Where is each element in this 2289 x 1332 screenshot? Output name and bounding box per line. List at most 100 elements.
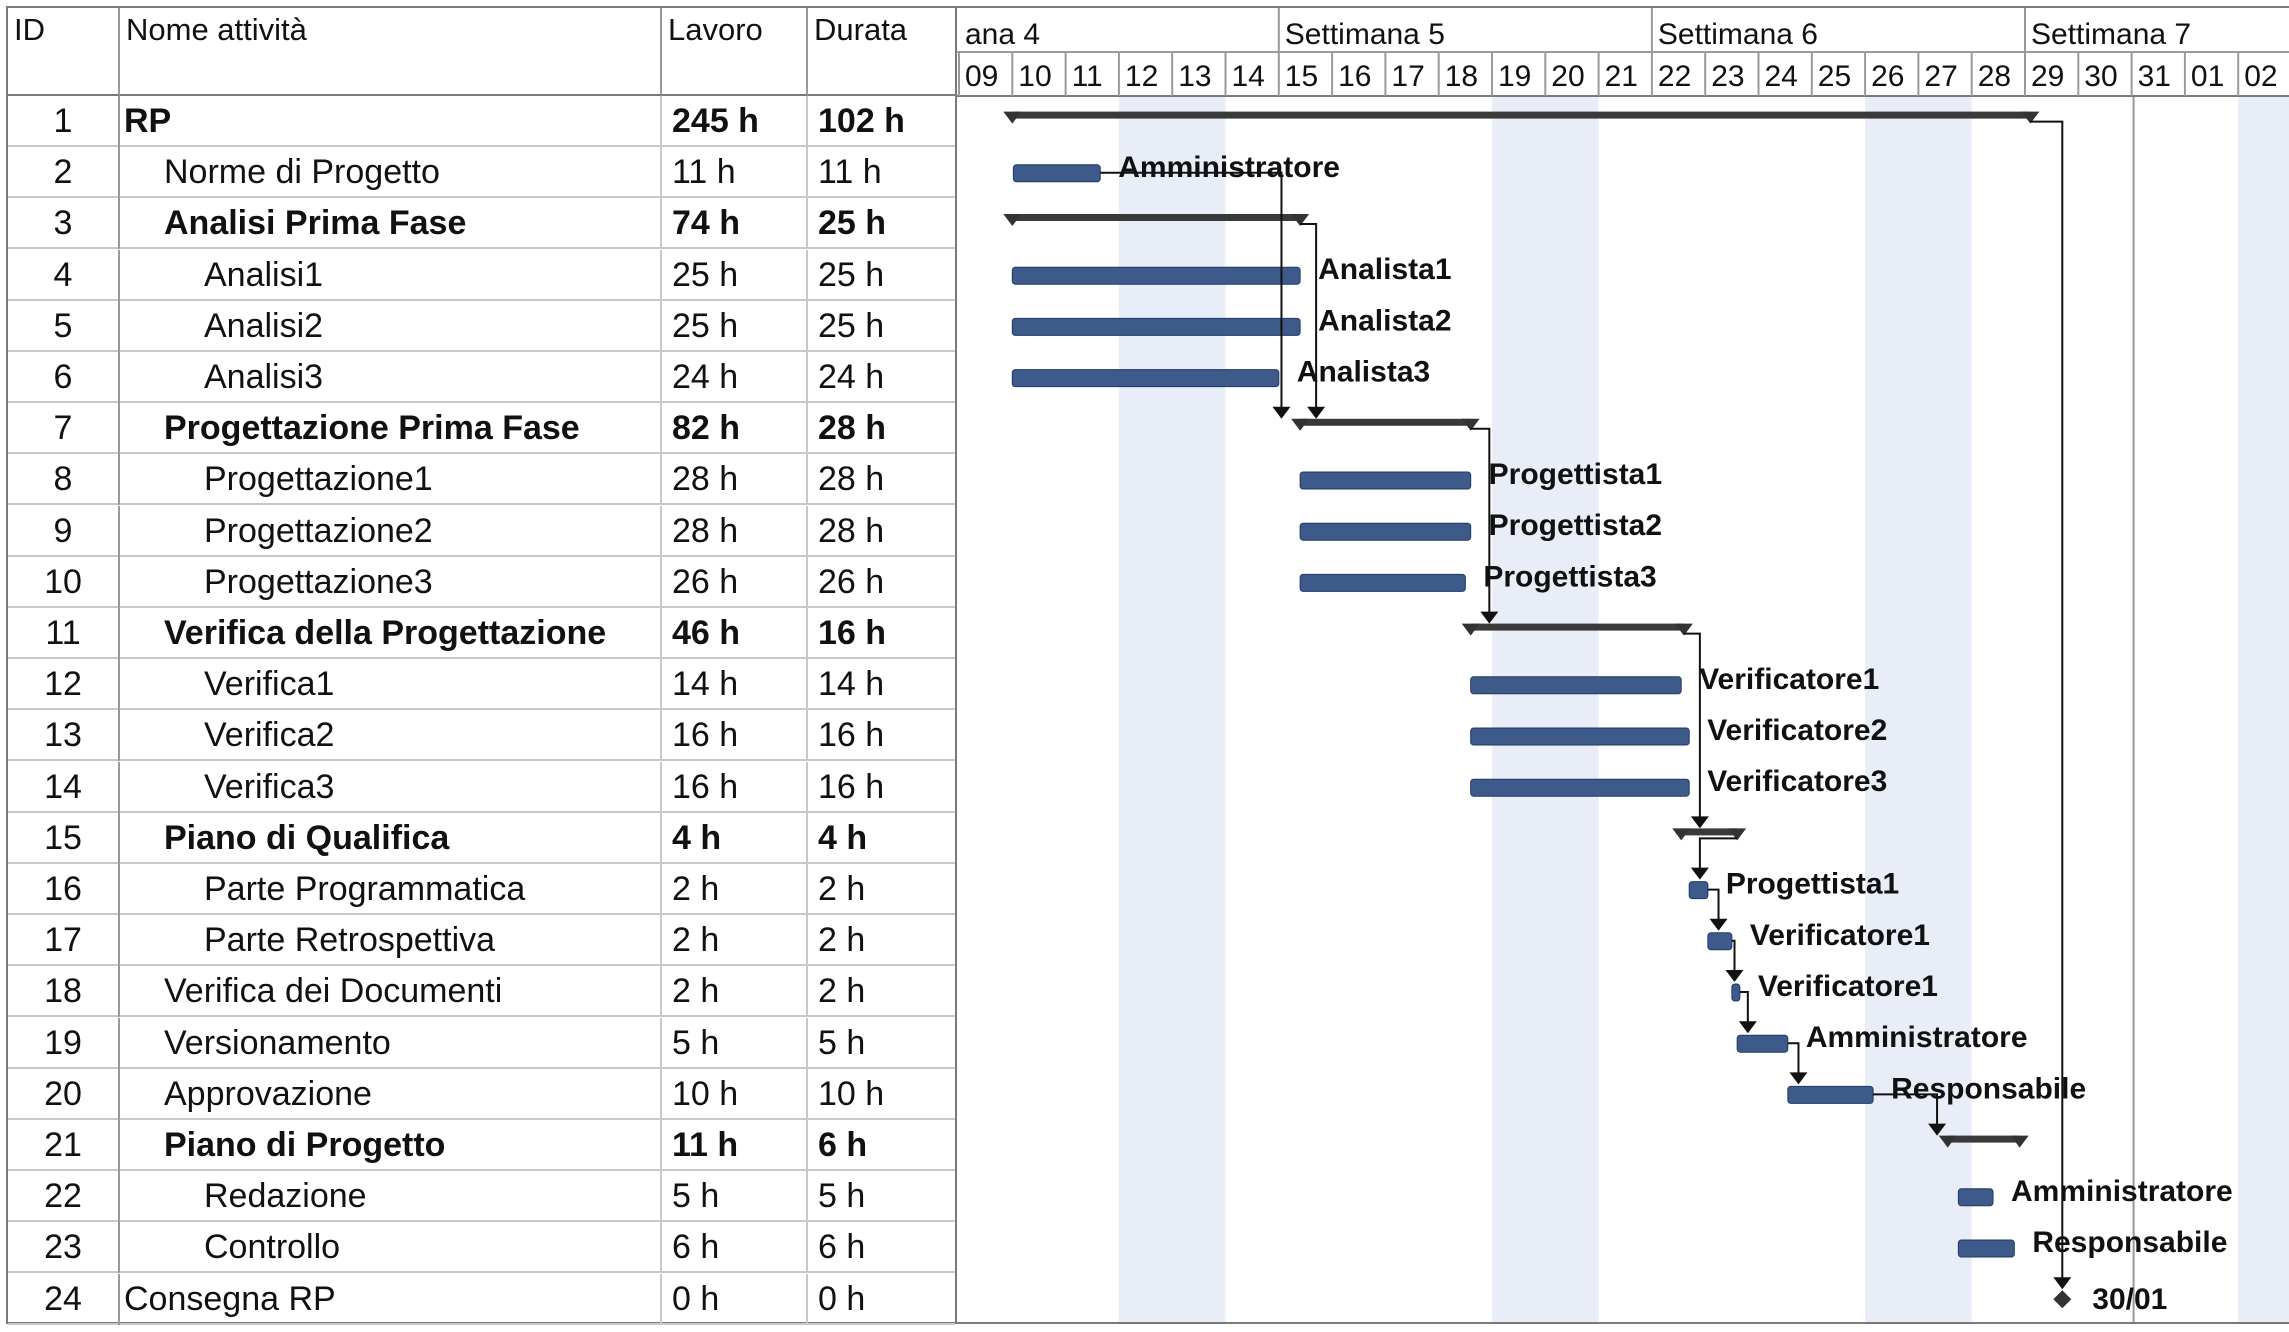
- task-work-cell[interactable]: 82 h: [662, 403, 808, 455]
- task-row[interactable]: 14 Verifica3 16 h 16 h: [8, 761, 955, 813]
- column-header-id[interactable]: ID: [8, 8, 120, 96]
- task-work-cell[interactable]: 4 h: [662, 812, 808, 864]
- task-work-cell[interactable]: 11 h: [662, 147, 808, 199]
- task-row[interactable]: 8 Progettazione1 28 h 28 h: [8, 454, 955, 506]
- task-row[interactable]: 3 Analisi Prima Fase 74 h 25 h: [8, 198, 955, 250]
- task-work-cell[interactable]: 5 h: [662, 1171, 808, 1223]
- task-id-cell[interactable]: 14: [8, 761, 120, 813]
- task-row[interactable]: 7 Progettazione Prima Fase 82 h 28 h: [8, 403, 955, 455]
- task-name-cell[interactable]: Verifica3: [120, 761, 662, 813]
- column-header-name[interactable]: Nome attività: [120, 8, 662, 96]
- task-work-cell[interactable]: 24 h: [662, 352, 808, 403]
- task-id-cell[interactable]: 11: [8, 608, 120, 659]
- task-row[interactable]: 9 Progettazione2 28 h 28 h: [8, 505, 955, 557]
- task-row[interactable]: 10 Progettazione3 26 h 26 h: [8, 556, 955, 608]
- task-row[interactable]: 5 Analisi2 25 h 25 h: [8, 300, 955, 352]
- task-duration-cell[interactable]: 10 h: [818, 1074, 885, 1113]
- task-id-cell[interactable]: 9: [8, 505, 120, 557]
- task-duration-cell[interactable]: 11 h: [818, 153, 882, 192]
- task-work-cell[interactable]: 5 h: [662, 1017, 808, 1069]
- task-id-cell[interactable]: 23: [8, 1222, 120, 1274]
- task-work-cell[interactable]: 10 h: [662, 1068, 808, 1120]
- task-row[interactable]: 13 Verifica2 16 h 16 h: [8, 710, 955, 762]
- task-duration-cell[interactable]: 14 h: [818, 665, 885, 704]
- task-row[interactable]: 12 Verifica1 14 h 14 h: [8, 659, 955, 711]
- task-work-cell[interactable]: 11 h: [662, 1120, 808, 1171]
- task-id-cell[interactable]: 21: [8, 1120, 120, 1171]
- task-row[interactable]: 20 Approvazione 10 h 10 h: [8, 1068, 955, 1120]
- task-name-cell[interactable]: Parte Programmatica: [120, 864, 662, 915]
- task-id-cell[interactable]: 13: [8, 710, 120, 762]
- task-duration-cell[interactable]: 26 h: [818, 562, 885, 601]
- task-id-cell[interactable]: 1: [8, 96, 120, 147]
- task-row[interactable]: 6 Analisi3 24 h 24 h: [8, 352, 955, 403]
- task-work-cell[interactable]: 6 h: [662, 1222, 808, 1274]
- task-name-cell[interactable]: Analisi Prima Fase: [120, 198, 662, 250]
- task-duration-cell[interactable]: 28 h: [818, 409, 887, 448]
- task-duration-cell[interactable]: 16 h: [818, 716, 885, 755]
- task-id-cell[interactable]: 22: [8, 1171, 120, 1223]
- task-duration-cell[interactable]: 102 h: [818, 102, 905, 140]
- task-duration-cell[interactable]: 16 h: [818, 614, 887, 652]
- task-name-cell[interactable]: Verifica1: [120, 659, 662, 711]
- task-name-cell[interactable]: Piano di Qualifica: [120, 812, 662, 864]
- task-duration-cell[interactable]: 2 h: [818, 870, 866, 908]
- column-header-duration[interactable]: Durata: [808, 8, 955, 96]
- task-row[interactable]: 1 RP 245 h 102 h: [8, 96, 955, 147]
- task-duration-cell[interactable]: 5 h: [818, 1177, 866, 1216]
- task-name-cell[interactable]: RP: [120, 96, 662, 147]
- task-id-cell[interactable]: 5: [8, 300, 120, 352]
- task-id-cell[interactable]: 15: [8, 812, 120, 864]
- task-work-cell[interactable]: 16 h: [662, 761, 808, 813]
- task-name-cell[interactable]: Progettazione Prima Fase: [120, 403, 662, 455]
- task-id-cell[interactable]: 10: [8, 556, 120, 608]
- task-name-cell[interactable]: Versionamento: [120, 1017, 662, 1069]
- task-work-cell[interactable]: 16 h: [662, 710, 808, 762]
- task-id-cell[interactable]: 18: [8, 966, 120, 1018]
- task-id-cell[interactable]: 17: [8, 915, 120, 967]
- task-name-cell[interactable]: Verifica della Progettazione: [120, 608, 662, 659]
- task-id-cell[interactable]: 7: [8, 403, 120, 455]
- task-id-cell[interactable]: 2: [8, 147, 120, 199]
- task-name-cell[interactable]: Controllo: [120, 1222, 662, 1274]
- task-row[interactable]: 21 Piano di Progetto 11 h 6 h: [8, 1120, 955, 1171]
- task-row[interactable]: 4 Analisi1 25 h 25 h: [8, 249, 955, 301]
- task-id-cell[interactable]: 6: [8, 352, 120, 403]
- task-duration-cell[interactable]: 5 h: [818, 1023, 866, 1062]
- task-id-cell[interactable]: 8: [8, 454, 120, 506]
- task-duration-cell[interactable]: 16 h: [818, 767, 885, 806]
- task-work-cell[interactable]: 26 h: [662, 556, 808, 608]
- task-name-cell[interactable]: Consegna RP: [120, 1273, 662, 1325]
- task-name-cell[interactable]: Analisi2: [120, 300, 662, 352]
- task-id-cell[interactable]: 3: [8, 198, 120, 250]
- task-duration-cell[interactable]: 2 h: [818, 921, 866, 960]
- task-duration-cell[interactable]: 24 h: [818, 358, 885, 396]
- task-duration-cell[interactable]: 28 h: [818, 511, 885, 550]
- task-duration-cell[interactable]: 4 h: [818, 818, 868, 857]
- task-duration-cell[interactable]: 28 h: [818, 460, 885, 499]
- task-name-cell[interactable]: Progettazione1: [120, 454, 662, 506]
- task-name-cell[interactable]: Verifica dei Documenti: [120, 966, 662, 1018]
- task-work-cell[interactable]: 14 h: [662, 659, 808, 711]
- task-id-cell[interactable]: 24: [8, 1273, 120, 1325]
- task-name-cell[interactable]: Parte Retrospettiva: [120, 915, 662, 967]
- task-name-cell[interactable]: Approvazione: [120, 1068, 662, 1120]
- task-work-cell[interactable]: 2 h: [662, 966, 808, 1018]
- task-work-cell[interactable]: 46 h: [662, 608, 808, 659]
- task-work-cell[interactable]: 28 h: [662, 505, 808, 557]
- task-name-cell[interactable]: Analisi1: [120, 249, 662, 301]
- task-name-cell[interactable]: Progettazione3: [120, 556, 662, 608]
- task-name-cell[interactable]: Piano di Progetto: [120, 1120, 662, 1171]
- task-duration-cell[interactable]: 25 h: [818, 255, 885, 294]
- task-work-cell[interactable]: 74 h: [662, 198, 808, 250]
- task-duration-cell[interactable]: 6 h: [818, 1228, 866, 1267]
- task-name-cell[interactable]: Analisi3: [120, 352, 662, 403]
- task-work-cell[interactable]: 25 h: [662, 300, 808, 352]
